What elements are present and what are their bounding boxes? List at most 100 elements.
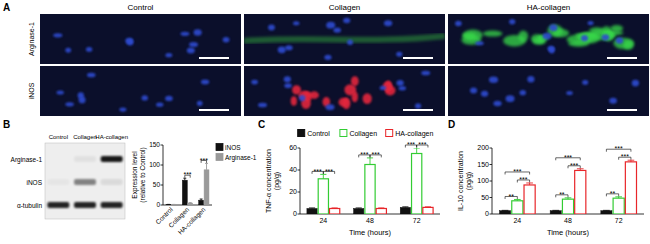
significance-label: *** (314, 168, 322, 175)
bar (318, 179, 328, 214)
legend-label: iNOS (225, 144, 241, 151)
y-tick (490, 148, 493, 149)
nucleus (86, 47, 92, 52)
green-stain (518, 31, 528, 42)
y-tick-label: 0 (293, 210, 297, 217)
y-tick (298, 214, 301, 215)
bar (376, 209, 386, 215)
legend-label: Arginase-1 (225, 154, 257, 162)
nucleus (156, 103, 163, 107)
legend-label: HA-collagen (395, 130, 433, 138)
blot-membrane (45, 143, 125, 219)
nucleus (201, 79, 209, 84)
y-tick (298, 192, 301, 193)
error-bar (309, 207, 315, 209)
nucleus (399, 86, 406, 90)
blot-band (74, 156, 96, 162)
nucleus (142, 95, 148, 100)
nucleus (527, 76, 534, 82)
red-stain (292, 85, 301, 94)
bar (601, 211, 612, 214)
green-stain (580, 32, 600, 44)
nucleus (79, 97, 86, 104)
blot-band (47, 202, 69, 208)
micrograph (244, 14, 445, 64)
blot-row-label: iNOS (26, 179, 42, 186)
column-title: Collagen (329, 3, 361, 12)
micrograph (40, 14, 241, 64)
nucleus (326, 104, 335, 110)
y-tick-label: 150 (477, 161, 489, 168)
error-bar (200, 199, 203, 200)
nucleus (268, 25, 275, 31)
nucleus (223, 37, 230, 42)
figure: AControlCollagenHA-collagenArginase-1iNO… (0, 0, 650, 244)
significance-label: *** (325, 168, 333, 175)
blot-row-label: Arginase-1 (11, 156, 43, 164)
panel-label: D (448, 119, 455, 130)
nucleus (581, 35, 588, 41)
panel-label: C (258, 119, 265, 130)
nucleus (284, 83, 292, 88)
bar (562, 199, 573, 214)
y-tick-label: 40 (289, 166, 297, 173)
y-tick-label: 200 (477, 144, 489, 151)
x-tick-label: 48 (564, 217, 572, 224)
nucleus (65, 48, 71, 53)
bar (575, 170, 586, 214)
scale-bar (199, 57, 229, 59)
nucleus (165, 53, 172, 57)
error-bar (167, 204, 170, 205)
nucleus (194, 29, 202, 36)
red-stain (342, 97, 350, 109)
y-axis-title: (pg/g) (465, 172, 473, 190)
bar (354, 209, 364, 215)
y-tick-label: 0 (485, 210, 489, 217)
nucleus (380, 86, 386, 90)
nucleus (343, 18, 350, 23)
y-tick-label: 20 (289, 188, 297, 195)
lane-label: HA-collagen (95, 134, 128, 140)
error-bar (367, 158, 373, 165)
y-tick-label: 50 (481, 194, 489, 201)
y-tick-label: 100 (149, 161, 160, 168)
y-tick-label: 0 (156, 201, 160, 208)
bar (400, 207, 410, 214)
nucleus (470, 88, 477, 94)
nucleus (415, 103, 421, 108)
nucleus (543, 33, 552, 40)
red-stain (385, 80, 392, 92)
nucleus (333, 28, 341, 33)
significance-label: *** (360, 151, 368, 158)
nucleus (549, 24, 557, 31)
nucleus (324, 55, 331, 60)
nucleus (293, 21, 299, 25)
scale-bar (403, 57, 433, 59)
micrograph (448, 14, 649, 64)
significance-label: *** (519, 176, 527, 183)
blot-band (74, 202, 96, 208)
micrograph-background (244, 66, 445, 116)
column-title: HA-collagen (527, 3, 571, 12)
row-label: iNOS (28, 82, 35, 99)
error-bar (565, 198, 572, 199)
bar (423, 207, 433, 214)
error-bar (332, 207, 338, 209)
y-tick (490, 181, 493, 182)
nucleus (602, 34, 610, 40)
nucleus (396, 52, 402, 57)
nucleus (609, 98, 617, 104)
significance-label: *** (183, 171, 191, 178)
blot-band (101, 179, 123, 185)
x-tick-label: 72 (413, 217, 421, 224)
micrograph-background (40, 66, 241, 116)
error-bar (320, 174, 326, 178)
blot-band (47, 179, 69, 185)
panel-label: B (3, 119, 10, 130)
nucleus (180, 32, 189, 36)
lane-label: Control (49, 134, 68, 140)
y-axis-title: TNF-α concentration (265, 149, 272, 213)
red-stain (344, 84, 356, 95)
bar (182, 180, 187, 205)
error-bar (577, 169, 584, 171)
